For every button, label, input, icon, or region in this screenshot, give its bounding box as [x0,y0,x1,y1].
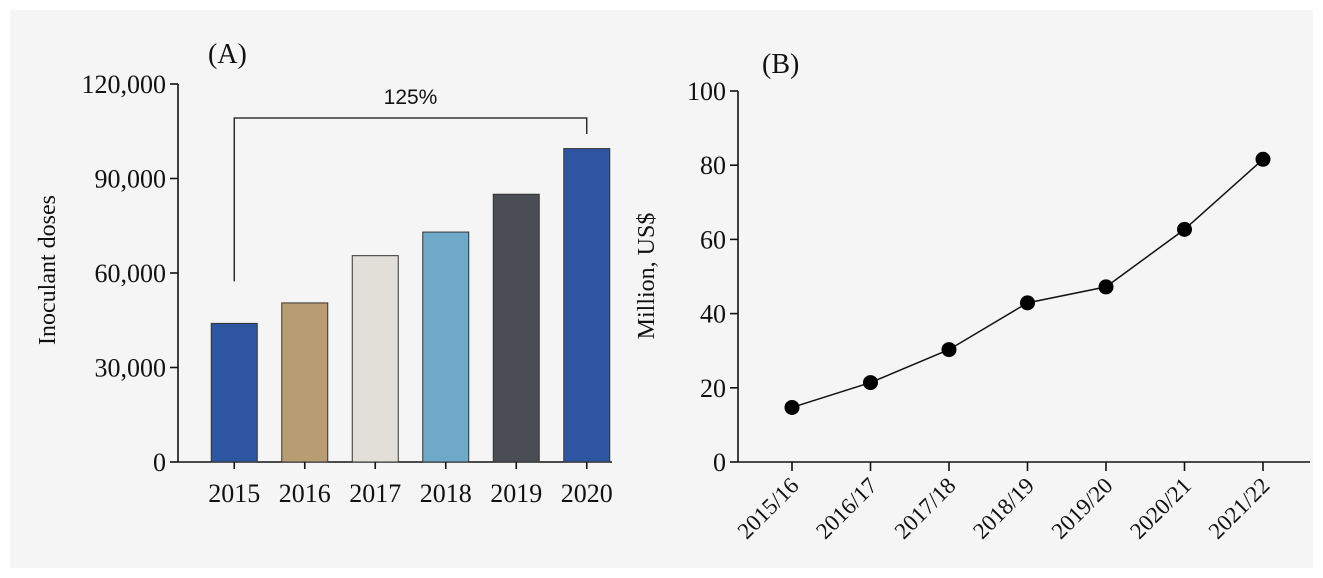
bar-2016 [281,302,329,463]
x-tick-label-2017: 2017 [349,479,401,508]
x-tick-label-2018: 2018 [420,479,472,508]
data-point-2018-19 [1020,295,1035,311]
panel-b-plot: 0 20 40 60 80 100 2015/16 2016/17 2017/18 2018/19… [687,77,1310,544]
y-tick-label-a: 60,000 [95,259,167,288]
x-tick-label-2020-21: 2020/21 [1125,473,1196,544]
panel-a-plot: 0 30,000 60,000 90,000 120,000 2015 2016 2017 20… [82,70,613,508]
bar-2019 [492,193,540,463]
y-tick-label-b: 60 [700,225,726,254]
bar-2017 [351,255,399,463]
panel-a-ylabel: Inoculant doses [35,195,61,345]
panel-a-label: (A) [208,39,247,70]
x-tick-label-2019: 2019 [490,479,542,508]
bar-2018 [422,231,470,463]
x-tick-label-2015-16: 2015/16 [733,473,804,544]
y-tick-label-b: 20 [700,374,726,403]
x-tick-label-2019-20: 2019/20 [1047,473,1118,544]
annotation-label: 125% [384,86,438,109]
x-tick-label-2016-17: 2016/17 [811,473,882,544]
data-point-2020-21 [1177,221,1192,237]
data-point-2016-17 [863,375,878,391]
data-point-2015-16 [784,399,800,415]
x-tick-label-2018-19: 2018/19 [968,473,1039,544]
y-tick-label-b: 100 [687,77,726,106]
y-tick-label-a: 0 [153,448,166,477]
bracket-annotation [233,117,588,282]
bar-2015 [210,322,258,463]
x-tick-label-2021-22: 2021/22 [1204,473,1275,544]
panel-b-label: (B) [762,49,799,80]
y-tick-label-a: 120,000 [82,70,167,99]
y-tick-label-b: 40 [700,300,726,329]
series-line [791,158,1264,409]
bar-2020 [563,148,611,463]
y-tick-label-b: 80 [700,151,726,180]
panel-b-ylabel: Million, US$ [634,213,660,340]
y-tick-label-b: 0 [713,448,726,477]
data-point-2017-18 [941,342,957,358]
data-point-2021-22 [1255,151,1271,167]
x-tick-label-2015: 2015 [208,479,260,508]
x-tick-label-2016: 2016 [279,479,331,508]
x-tick-label-2020: 2020 [561,479,613,508]
x-tick-label-2017-18: 2017/18 [890,473,961,544]
data-point-2019-20 [1098,279,1114,295]
y-tick-label-a: 90,000 [95,165,167,194]
y-tick-label-a: 30,000 [95,354,167,383]
